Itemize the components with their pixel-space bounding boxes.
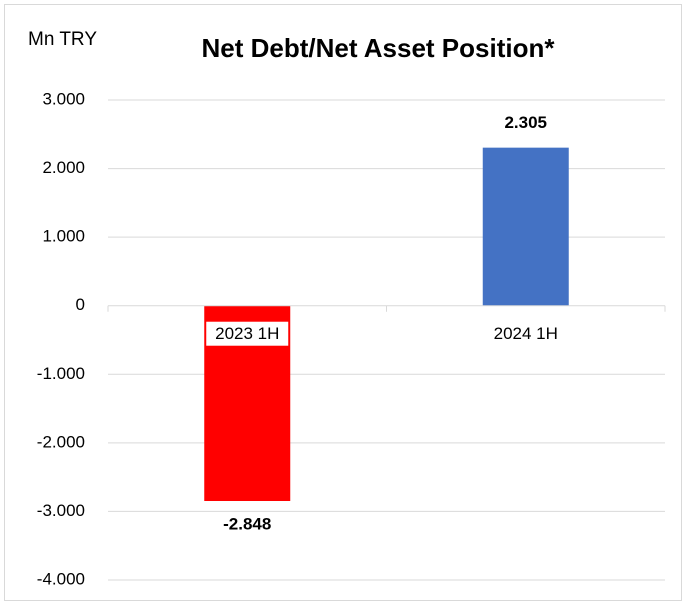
- y-tick-label: -2.000: [37, 432, 85, 451]
- x-tick-label: 2023 1H: [215, 324, 279, 343]
- y-tick-label: 0: [76, 295, 85, 314]
- value-label: 2.305: [504, 113, 547, 132]
- y-tick-label: -4.000: [37, 569, 85, 588]
- x-tick-label-bg: [206, 321, 289, 346]
- value-label: -2.848: [223, 514, 271, 533]
- x-tick-label: 2024 1H: [494, 324, 558, 343]
- y-tick-label: 1.000: [42, 227, 85, 246]
- y-tick-label: -3.000: [37, 501, 85, 520]
- y-axis-label: Mn TRY: [28, 29, 97, 50]
- chart-title: Net Debt/Net Asset Position*: [202, 33, 556, 63]
- y-tick-label: 2.000: [42, 158, 85, 177]
- x-tick-label-bg: [484, 321, 567, 346]
- y-tick-label: -1.000: [37, 364, 85, 383]
- bar: [482, 147, 569, 306]
- y-tick-label: 3.000: [42, 89, 85, 108]
